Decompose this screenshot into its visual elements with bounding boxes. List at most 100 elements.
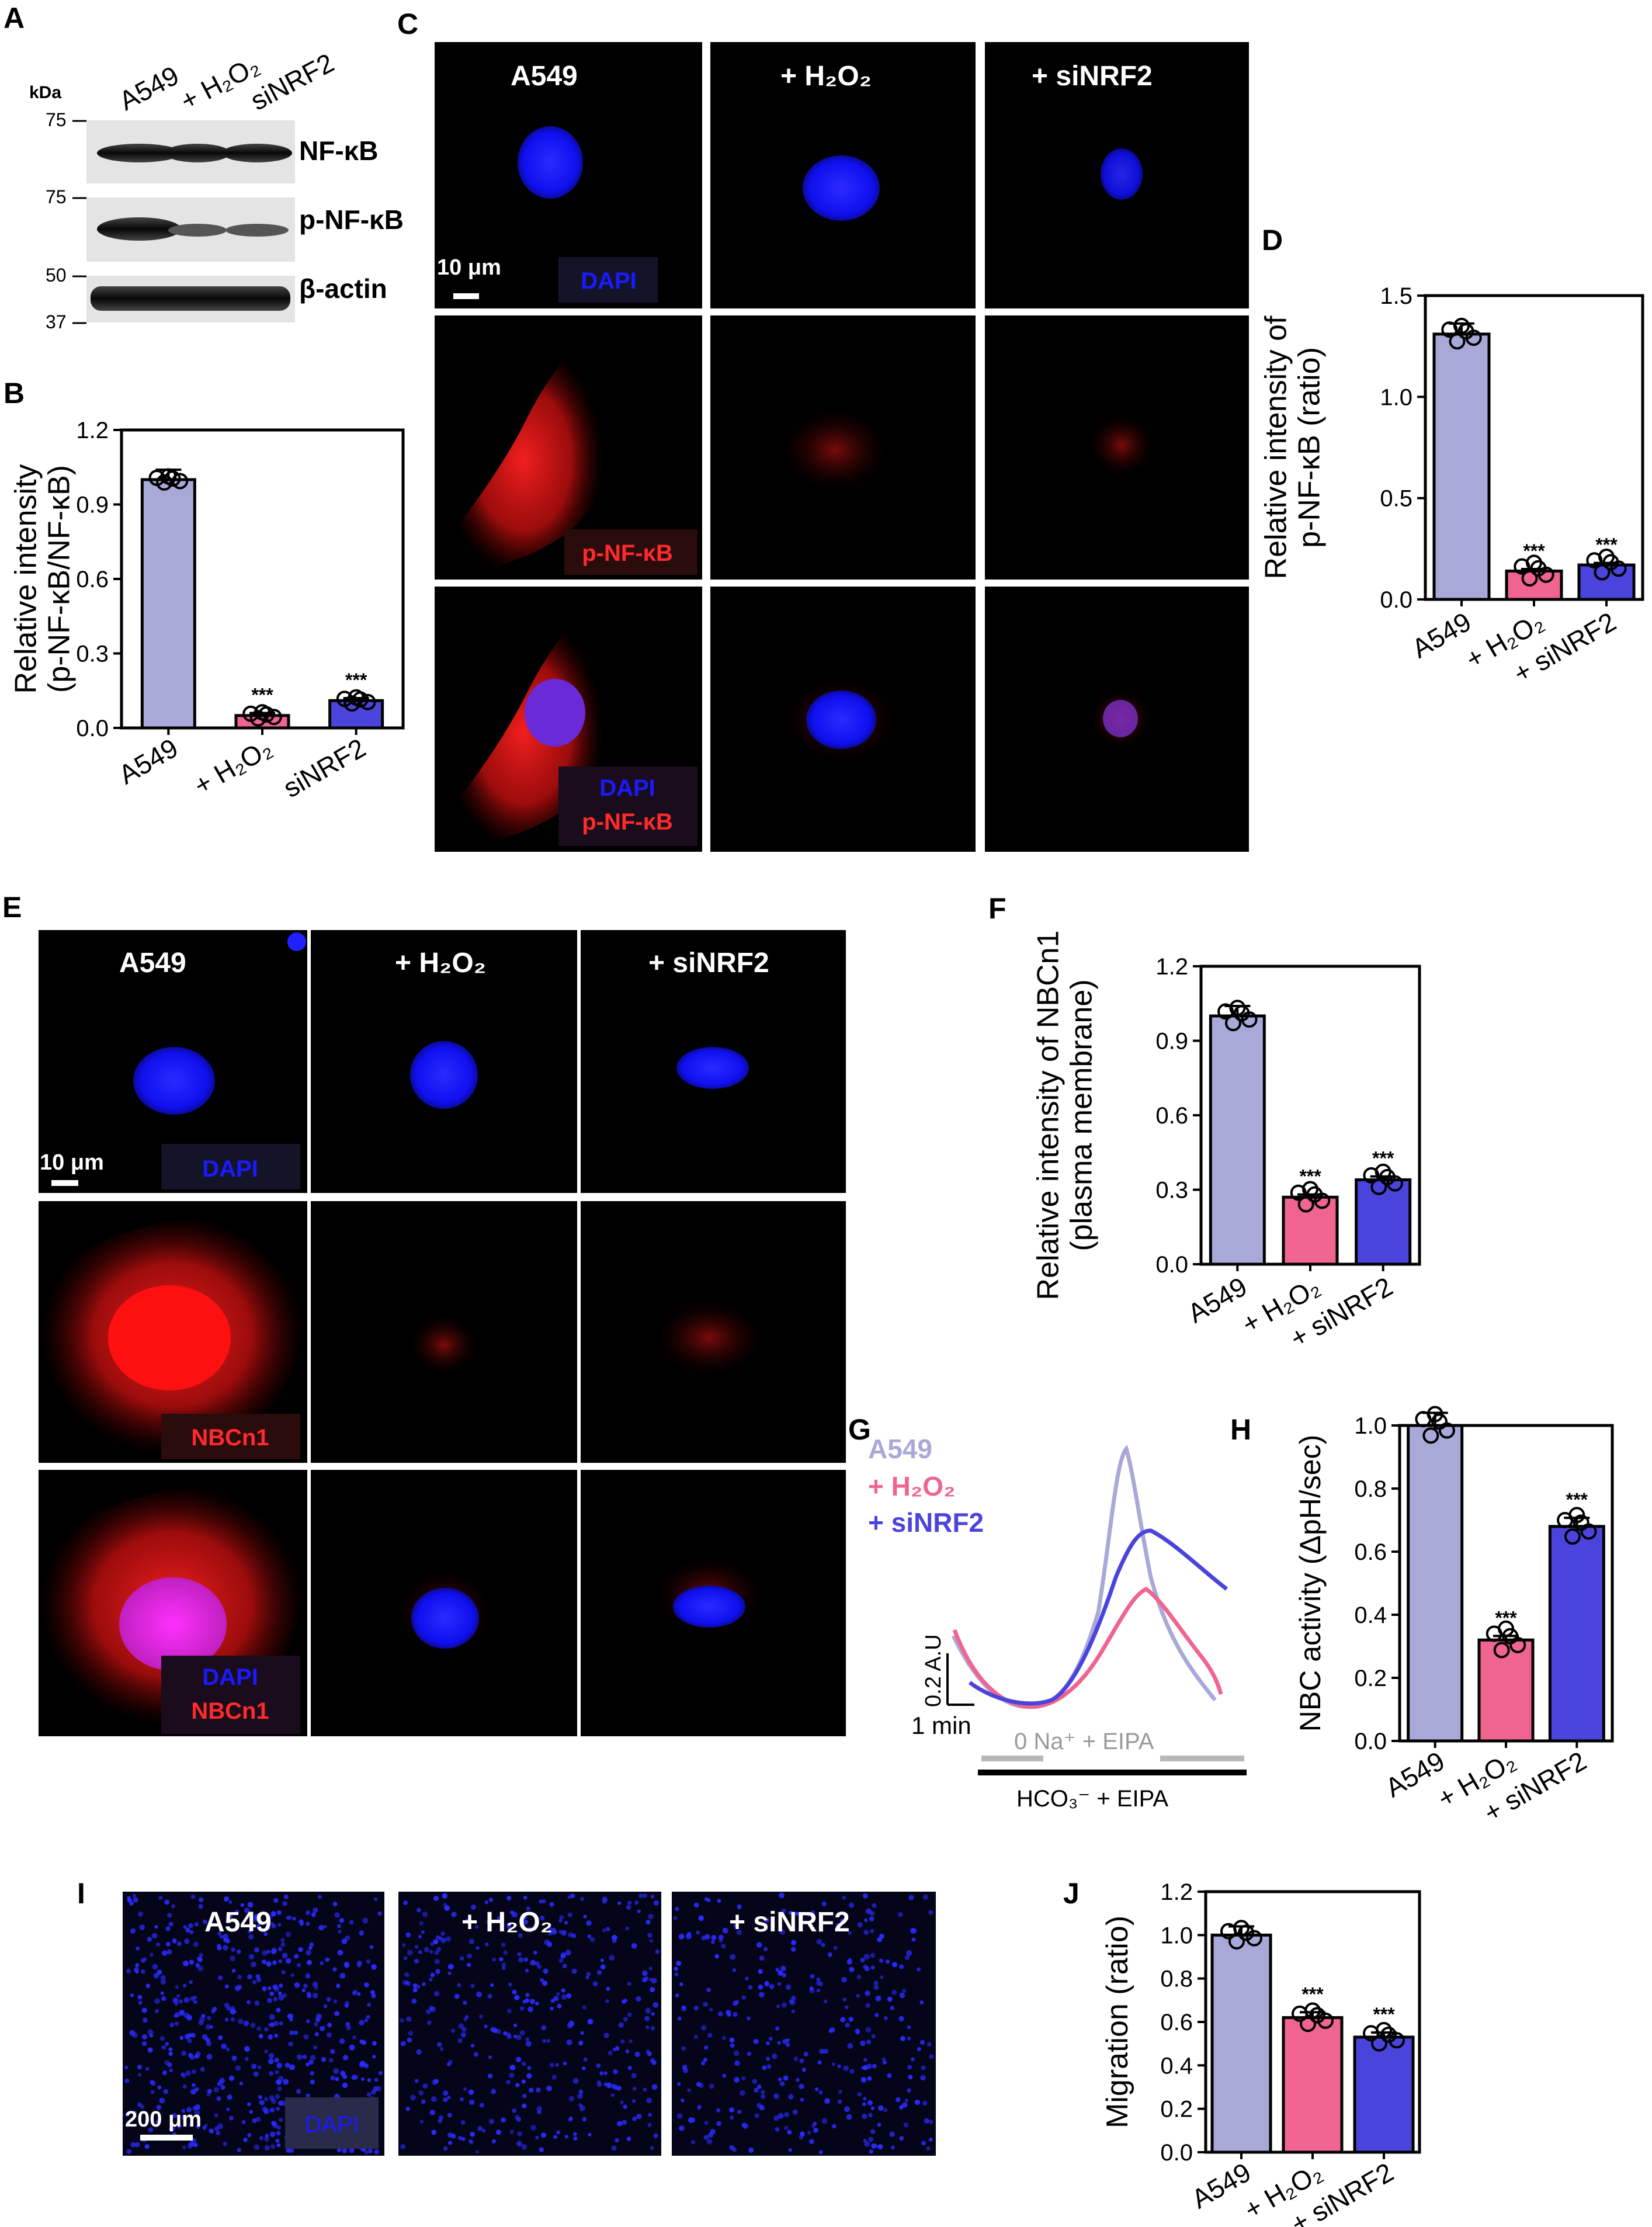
marker-actin-50: 50 <box>46 265 67 286</box>
chart-f-point <box>1229 1000 1246 1017</box>
nucleus-c3 <box>1101 148 1143 200</box>
chart-d: 0.0 0.5 1.0 1.5 Relative intensity of p-NF-κB… <box>1259 283 1644 689</box>
lane-label-sinrf2: siNRF2 <box>245 47 339 116</box>
panel-g: G A549 + H₂O₂ + siNRF2 0.2 A.U 1 min 0 N… <box>848 1413 1247 1812</box>
band-nfkb-a549 <box>97 144 181 162</box>
col-label-e-sinrf2: + siNRF2 <box>648 948 769 979</box>
chart-b-sig: *** <box>251 685 273 706</box>
chart-h-ytick-label: 1.0 <box>1354 1413 1387 1439</box>
chart-b-ytick-label: 0.9 <box>76 492 109 518</box>
chart-b-category-label: + H₂O₂ <box>189 733 277 801</box>
chart-b-point <box>254 704 270 721</box>
panel-letter-d: D <box>1262 224 1283 256</box>
chart-d-ytick-label: 0.0 <box>1380 587 1412 613</box>
panel-e: E A549 + H₂O₂ + siNRF2 10 μm DAPI <box>2 891 846 1736</box>
chart-f-ytick-label: 0.0 <box>1155 1252 1188 1278</box>
panel-i: I A549 + H₂O₂ + siNRF2 200 μm DAPI <box>77 1877 936 2156</box>
cell-e-h2o2-red <box>410 1316 478 1374</box>
chart-f-bar <box>1282 1195 1339 1266</box>
chart-d-sig: *** <box>1595 535 1618 556</box>
chart-h-ytick-label: 0.6 <box>1354 1539 1387 1565</box>
kda-label: kDa <box>29 83 61 102</box>
chart-b-ytick-label: 0.6 <box>76 567 109 592</box>
chart-d-ylabel: p-NF-κB (ratio) <box>1293 347 1327 548</box>
chart-j-ytick-label: 0.2 <box>1160 2097 1193 2122</box>
col-label-e-h2o2: + H₂O₂ <box>395 948 486 979</box>
chart-j-ytick-label: 0.0 <box>1160 2140 1193 2166</box>
nucleus-e2 <box>410 1041 478 1109</box>
cell-dots-a549 <box>124 1893 383 2155</box>
legend-g-sinrf2: + siNRF2 <box>868 1507 984 1538</box>
chart-b: 0.0 0.3 0.6 0.9 1.2 Relative intensity (p-NF-κ… <box>9 418 405 804</box>
scale-bar-label-e: 10 μm <box>40 1150 104 1175</box>
col-label-c-a549: A549 <box>511 61 578 92</box>
scale-bar-label-c: 10 μm <box>437 255 501 280</box>
chart-h-ytick-label: 0.2 <box>1354 1666 1387 1691</box>
chart-d-ylabel: Relative intensity of <box>1259 315 1293 579</box>
scale-label-g-y: 0.2 A.U <box>921 1634 946 1707</box>
chart-d-ytick-label: 1.0 <box>1380 384 1412 410</box>
chart-j-ytick-label: 1.0 <box>1160 1923 1193 1948</box>
chart-b-bar <box>140 478 196 730</box>
row-label-c-pnfkb: p-NF-κB <box>582 540 673 566</box>
bar-label-0na: 0 Na⁺ + EIPA <box>1014 1729 1154 1754</box>
stain-label-i: DAPI <box>304 2112 359 2138</box>
chart-b-category-label: A549 <box>113 733 183 790</box>
chart-h-bar <box>1407 1424 1464 1743</box>
scale-bar-i <box>140 2135 193 2141</box>
chart-b-ylabel: Relative intensity <box>9 464 43 693</box>
panel-letter-h: H <box>1230 1413 1251 1446</box>
chart-f-point <box>1224 1015 1241 1032</box>
nucleus-e3 <box>676 1047 749 1089</box>
chart-h-point <box>1422 1427 1439 1444</box>
chart-j-point <box>1304 2002 1321 2019</box>
chart-j-ytick-label: 0.8 <box>1160 1966 1193 1992</box>
row-label-e-merge-nbcn1: NBCn1 <box>191 1698 269 1724</box>
chart-h-point <box>1564 1528 1581 1545</box>
chart-j-sig: *** <box>1373 2004 1395 2025</box>
chart-h-bar <box>1548 1525 1605 1743</box>
chart-f-sig: *** <box>1372 1148 1394 1169</box>
panel-c: C A549 + H₂O₂ + siNRF2 10 μm <box>397 8 1249 852</box>
panel-letter-f: F <box>988 892 1007 925</box>
legend-g-a549: A549 <box>868 1434 932 1464</box>
nucleus-e1 <box>133 1047 215 1115</box>
chart-j-point <box>1376 2021 1392 2038</box>
chart-d-point <box>1538 566 1554 583</box>
cell-c-sinrf2-red <box>1089 415 1154 476</box>
chart-f-ytick-label: 0.6 <box>1155 1103 1188 1129</box>
band-label-actin: β-actin <box>299 273 387 304</box>
chart-f-ytick-label: 0.3 <box>1155 1178 1188 1203</box>
nucleus-c-sinrf2-merge <box>1103 700 1138 737</box>
image-i-sinrf2 <box>672 1892 936 2156</box>
chart-b-ytick-label: 1.2 <box>76 418 109 443</box>
panel-letter-i: I <box>77 1877 85 1910</box>
chart-j-bar <box>1210 1933 1272 2154</box>
chart-j-ylabel: Migration (ratio) <box>1101 1916 1134 2128</box>
chart-d-point <box>1598 549 1615 566</box>
chart-b-ytick-label: 0.0 <box>76 716 109 741</box>
chart-d-ytick-label: 1.5 <box>1380 283 1412 309</box>
chart-j-ytick-label: 0.4 <box>1160 2053 1193 2079</box>
chart-f-sig: *** <box>1299 1166 1321 1187</box>
chart-h-ylabel: NBC activity (ΔpH/sec) <box>1294 1435 1327 1732</box>
chart-d-point <box>1526 554 1542 571</box>
chart-d-bar <box>1432 332 1491 601</box>
nucleus-e-stray <box>287 932 306 951</box>
chart-b-category-label: siNRF2 <box>278 733 371 804</box>
col-label-c-sinrf2: + siNRF2 <box>1032 61 1153 92</box>
chart-j-ytick-label: 0.6 <box>1160 2010 1193 2035</box>
chart-d-point <box>1594 564 1611 581</box>
nucleus-c2 <box>803 155 880 221</box>
chart-b-point <box>160 468 177 485</box>
row-label-e-merge-dapi: DAPI <box>202 1664 258 1690</box>
band-actin <box>91 286 290 311</box>
trace-sinrf2 <box>968 1528 1228 1706</box>
panel-letter-b: B <box>4 377 25 410</box>
scale-label-g-x: 1 min <box>911 1712 971 1739</box>
col-label-i-sinrf2: + siNRF2 <box>729 1907 850 1938</box>
chart-j-point <box>1380 2027 1397 2044</box>
panel-letter-a: A <box>4 2 25 34</box>
band-pnfkb-a549 <box>97 217 181 241</box>
